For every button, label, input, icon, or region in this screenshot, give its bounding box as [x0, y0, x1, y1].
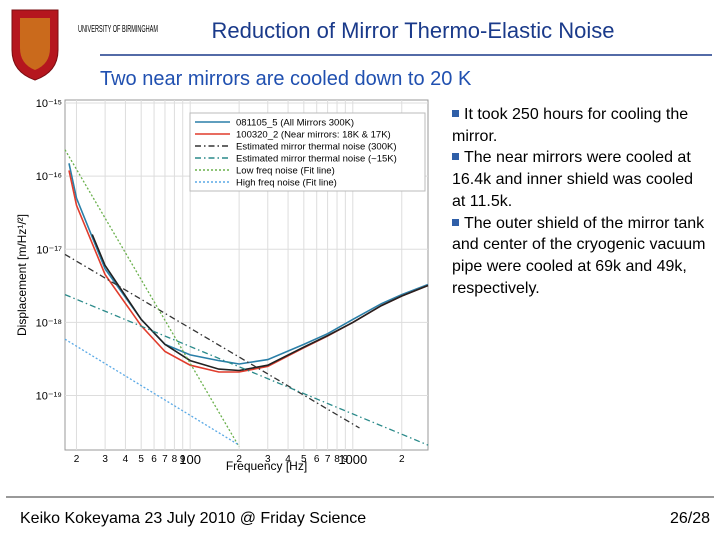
page-number: 26/28: [670, 510, 710, 527]
x-tick-label: 3: [102, 454, 108, 465]
x-tick-label: 4: [123, 454, 129, 465]
series-line: [64, 253, 360, 429]
y-tick-label: 10⁻¹⁸: [36, 317, 62, 329]
x-tick-label: 2: [236, 454, 242, 465]
legend-box: [189, 112, 426, 192]
university-name: UNIVERSITY OF BIRMINGHAM: [78, 24, 158, 35]
series-line: [64, 293, 429, 446]
bullet-list: It took 250 hours for cooling the mirror…: [452, 104, 710, 299]
x-tick-label: 7: [325, 454, 331, 465]
x-tick-label: 5: [301, 454, 307, 465]
x-tick-label: 100: [179, 452, 201, 467]
slide-subtitle: Two near mirrors are cooled down to 20 K: [100, 68, 472, 90]
y-tick-label: 10⁻¹⁶: [36, 171, 62, 183]
x-tick-label: 1000: [338, 452, 367, 467]
crest-inner: [20, 18, 50, 70]
legend-label: High freq noise (Fit line): [236, 178, 337, 189]
footer-text: Keiko Kokeyama 23 July 2010 @ Friday Sci…: [20, 510, 366, 527]
legend-label: Estimated mirror thermal noise (300K): [236, 142, 397, 153]
x-tick-label: 7: [162, 454, 168, 465]
x-tick-label: 8: [334, 454, 340, 465]
y-tick-label: 10⁻¹⁷: [36, 244, 62, 256]
x-tick-label: 6: [314, 454, 320, 465]
bullet: The outer shield of the mirror tank and …: [452, 213, 710, 300]
legend-label: Low freq noise (Fit line): [236, 166, 335, 177]
x-tick-label: 9: [180, 454, 186, 465]
x-tick-label: 2: [399, 454, 405, 465]
legend-label: 081105_5 (All Mirrors 300K): [236, 118, 354, 129]
series-line: [68, 163, 429, 365]
legend-label: 100320_2 (Near mirrors: 18K & 17K): [236, 130, 391, 141]
x-tick-label: 9: [343, 454, 349, 465]
legend-label: Estimated mirror thermal noise (~15K): [236, 154, 397, 165]
x-tick-label: 2: [74, 454, 80, 465]
x-tick-label: 4: [285, 454, 291, 465]
x-tick-label: 3: [265, 454, 271, 465]
x-tick-label: 6: [151, 454, 157, 465]
slide-title: Reduction of Mirror Thermo-Elastic Noise: [211, 18, 614, 43]
y-tick-label: 10⁻¹⁹: [36, 391, 62, 403]
series-line: [64, 149, 240, 448]
series-line: [91, 234, 429, 372]
bullet: It took 250 hours for cooling the mirror…: [452, 104, 710, 147]
series-line: [64, 338, 240, 446]
bullet: The near mirrors were cooled at 16.4k an…: [452, 147, 710, 212]
x-tick-label: 5: [138, 454, 144, 465]
x-axis-label: Frequency [Hz]: [226, 459, 307, 473]
y-axis-label: Displacement [m/Hz¹/²]: [15, 214, 29, 336]
x-tick-label: 8: [172, 454, 178, 465]
y-tick-label: 10⁻¹⁵: [36, 98, 62, 110]
